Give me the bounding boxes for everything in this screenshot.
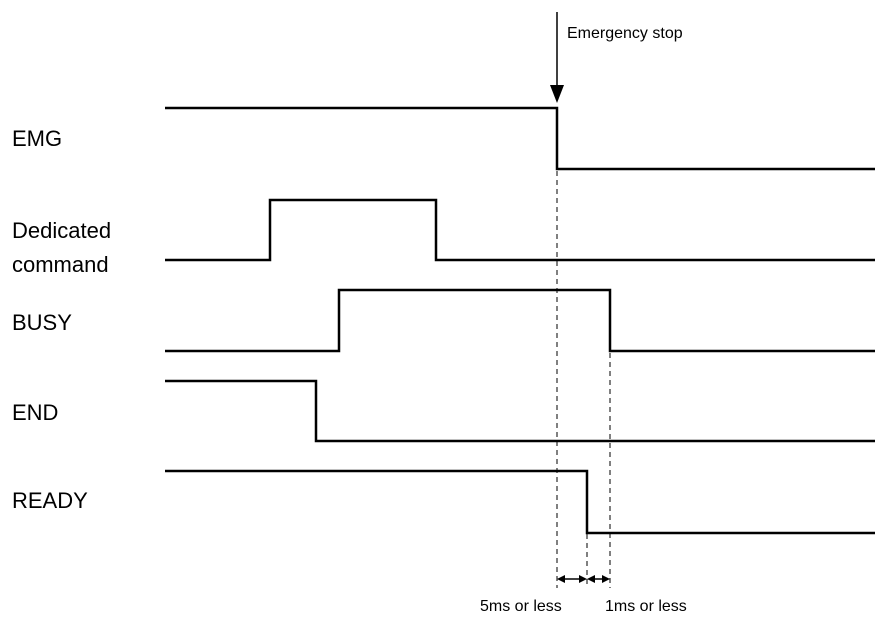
signal-label-dedicated-line1: Dedicated — [12, 218, 112, 243]
dimension-5ms-left-arrow — [557, 575, 565, 583]
ready-waveform — [165, 469, 875, 535]
emergency-stop-label: Emergency stop — [567, 25, 683, 42]
signal-label-busy: BUSY — [12, 310, 72, 335]
emg-waveform — [165, 106, 875, 171]
emergency-stop-arrow-head — [550, 85, 564, 103]
signal-label-ready: READY — [12, 488, 88, 513]
busy-waveform — [165, 288, 875, 353]
signal-label-dedicated-line2: command — [12, 252, 109, 277]
dimension-1ms-right-arrow — [602, 575, 610, 583]
dedicated-command-waveform — [165, 198, 875, 262]
signal-label-end: END — [12, 400, 59, 425]
dimension-5ms-right-arrow — [579, 575, 587, 583]
timing-label-1ms: 1ms or less — [605, 598, 687, 615]
dimension-1ms-left-arrow — [587, 575, 595, 583]
timing-label-5ms: 5ms or less — [480, 598, 562, 615]
end-waveform — [165, 379, 875, 443]
signal-label-emg: EMG — [12, 126, 63, 151]
